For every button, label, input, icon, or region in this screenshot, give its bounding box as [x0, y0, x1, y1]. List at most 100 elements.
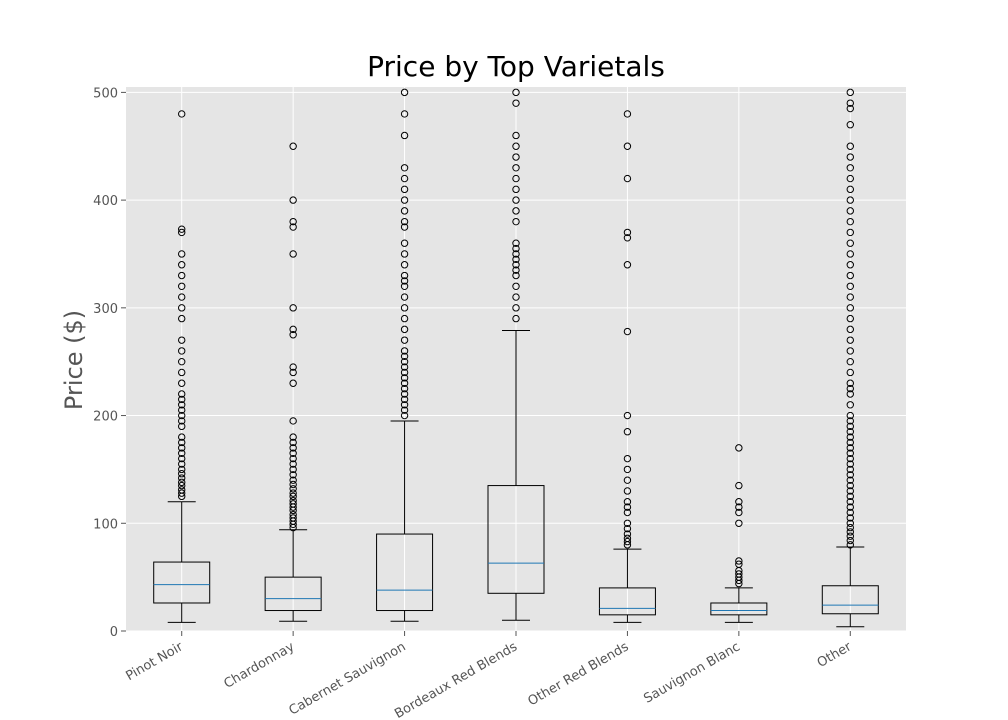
outlier-point — [623, 537, 632, 546]
outlier-point — [846, 417, 854, 425]
outlier-point — [289, 438, 297, 447]
outlier-point — [512, 255, 520, 264]
outlier-point — [289, 417, 297, 425]
outlier-point — [846, 153, 854, 161]
outlier-point — [400, 217, 409, 226]
outlier-point — [400, 207, 409, 215]
outlier-point — [400, 374, 409, 382]
outlier-point — [289, 460, 297, 468]
outlier-point — [735, 481, 743, 490]
outlier-point — [512, 88, 520, 97]
outlier-point — [178, 465, 186, 474]
outlier-point — [400, 401, 409, 409]
outlier-point — [735, 503, 743, 511]
outlier-point — [846, 481, 854, 490]
outlier-point — [400, 110, 409, 118]
outlier-point — [400, 384, 409, 393]
outlier-point — [400, 314, 409, 323]
box-iqr — [710, 602, 768, 616]
outlier-point — [623, 454, 632, 463]
outlier-point — [178, 474, 186, 482]
outlier-point — [178, 433, 186, 441]
outlier-point — [512, 131, 520, 140]
outlier-point — [178, 406, 186, 414]
outlier-point — [512, 293, 520, 301]
outlier-point — [400, 406, 409, 414]
outlier-point — [178, 401, 186, 409]
outlier-point — [289, 449, 297, 457]
outlier-point — [623, 524, 632, 533]
outlier-point — [846, 304, 854, 312]
outlier-point — [512, 244, 520, 253]
outlier-point — [735, 560, 743, 568]
outlier-point — [846, 164, 854, 172]
outlier-point — [400, 164, 409, 172]
outlier-point — [178, 417, 186, 425]
outlier-point — [289, 489, 297, 497]
outlier-point — [512, 271, 520, 280]
outlier-point — [846, 401, 854, 409]
outlier-point — [846, 196, 854, 204]
outlier-point — [289, 325, 297, 334]
outlier-point — [289, 480, 297, 489]
outlier-point — [400, 282, 409, 290]
outlier-point — [846, 503, 854, 511]
outlier-point — [512, 185, 520, 194]
outlier-point — [400, 277, 409, 285]
outlier-point — [289, 433, 297, 441]
outlier-point — [178, 379, 186, 387]
outlier-point — [178, 422, 186, 431]
outlier-point — [289, 363, 297, 371]
outlier-point — [623, 465, 632, 474]
outlier-point — [512, 314, 520, 323]
outlier-point — [289, 485, 297, 493]
box-pinot-noir — [153, 110, 211, 623]
outlier-point — [178, 225, 186, 233]
outlier-point — [512, 217, 520, 226]
outlier-point — [400, 363, 409, 371]
y-tick-label: 0 — [110, 625, 118, 640]
outlier-point — [178, 293, 186, 301]
outlier-point — [289, 379, 297, 387]
box-other-red-blends — [598, 110, 656, 623]
outlier-point — [735, 508, 743, 517]
outlier-point — [846, 532, 854, 540]
outlier-point — [400, 379, 409, 387]
outlier-point — [178, 314, 186, 323]
outlier-point — [289, 304, 297, 312]
outlier-point — [289, 217, 297, 226]
outlier-point — [846, 519, 854, 527]
outlier-point — [846, 325, 854, 334]
outlier-point — [289, 368, 297, 377]
outlier-point — [846, 454, 854, 463]
box-iqr — [153, 561, 211, 604]
outlier-point — [623, 110, 632, 118]
outlier-point — [623, 327, 632, 336]
outlier-point — [846, 239, 854, 247]
outlier-point — [178, 282, 186, 290]
box-chardonnay — [264, 142, 322, 622]
outlier-point — [512, 196, 520, 204]
outlier-point — [289, 514, 297, 522]
outlier-point — [512, 239, 520, 247]
outlier-point — [400, 131, 409, 140]
outlier-point — [735, 444, 743, 452]
outlier-point — [846, 523, 854, 532]
outlier-point — [289, 465, 297, 474]
box-cabernet-sauvignon — [376, 88, 434, 622]
outlier-point — [400, 174, 409, 183]
outlier-point — [512, 142, 520, 150]
outlier-point — [846, 422, 854, 431]
y-tick-label: 500 — [93, 86, 118, 101]
outlier-point — [846, 411, 854, 420]
outlier-point — [846, 498, 854, 506]
outlier-point — [400, 88, 409, 97]
outlier-point — [400, 293, 409, 301]
outlier-point — [623, 174, 632, 183]
outlier-point — [846, 357, 854, 366]
outlier-point — [289, 223, 297, 231]
outlier-point — [846, 444, 854, 452]
outlier-point — [846, 99, 854, 107]
